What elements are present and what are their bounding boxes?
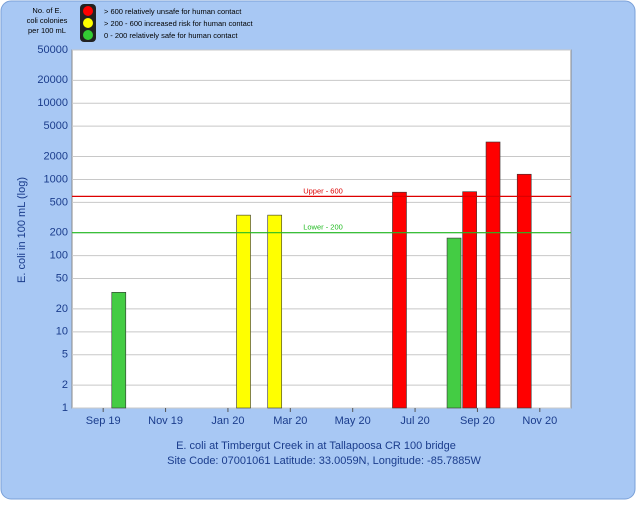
y-tick-label: 1 (62, 402, 68, 414)
y-tick-label: 100 (50, 250, 68, 262)
y-tick-label: 20 (56, 303, 68, 315)
bar (516, 173, 532, 409)
x-tick-label: Sep 19 (86, 415, 121, 427)
legend-label: 0 - 200 relatively safe for human contac… (104, 31, 238, 40)
legend-label: > 200 - 600 increased risk for human con… (104, 19, 254, 28)
x-tick-label: Nov 19 (148, 415, 183, 427)
y-tick-label: 10000 (37, 97, 68, 109)
y-tick-label: 2 (62, 379, 68, 391)
bar (446, 237, 462, 409)
legend-title: No. of E. coli colonies per 100 mL (27, 6, 68, 35)
reference-label: Lower - 200 (303, 223, 343, 232)
bar (267, 214, 283, 409)
bar (485, 141, 501, 409)
bar (462, 191, 477, 409)
x-axis-label: E. coli at Timbergut Creek in at Tallapo… (176, 440, 456, 452)
x-tick-label: Jan 20 (211, 415, 244, 427)
legend-light (83, 18, 93, 28)
legend-label: > 600 relatively unsafe for human contac… (104, 7, 242, 16)
bar (111, 292, 127, 409)
y-tick-label: 5 (62, 349, 68, 361)
x-tick-label: Sep 20 (460, 415, 495, 427)
y-tick-label: 200 (50, 227, 68, 239)
x-tick-label: Nov 20 (522, 415, 557, 427)
x-tick-label: Mar 20 (273, 415, 307, 427)
reference-label: Upper - 600 (303, 186, 343, 195)
y-tick-label: 20000 (37, 74, 68, 86)
y-axis-label: E. coli in 100 mL (log) (16, 177, 28, 283)
y-tick-label: 5000 (44, 120, 68, 132)
y-tick-label: 500 (50, 196, 68, 208)
y-tick-label: 50 (56, 272, 68, 284)
y-tick-label: 50000 (37, 44, 68, 56)
bar (236, 214, 251, 409)
x-tick-label: Jul 20 (400, 415, 429, 427)
y-tick-label: 2000 (44, 150, 68, 162)
subtitle: Site Code: 07001061 Latitude: 33.0059N, … (167, 455, 481, 467)
bar (392, 191, 407, 409)
y-tick-label: 1000 (44, 173, 68, 185)
x-tick-label: May 20 (335, 415, 371, 427)
y-tick-label: 10 (56, 326, 68, 338)
legend-light (83, 30, 93, 40)
legend-light (83, 6, 93, 16)
